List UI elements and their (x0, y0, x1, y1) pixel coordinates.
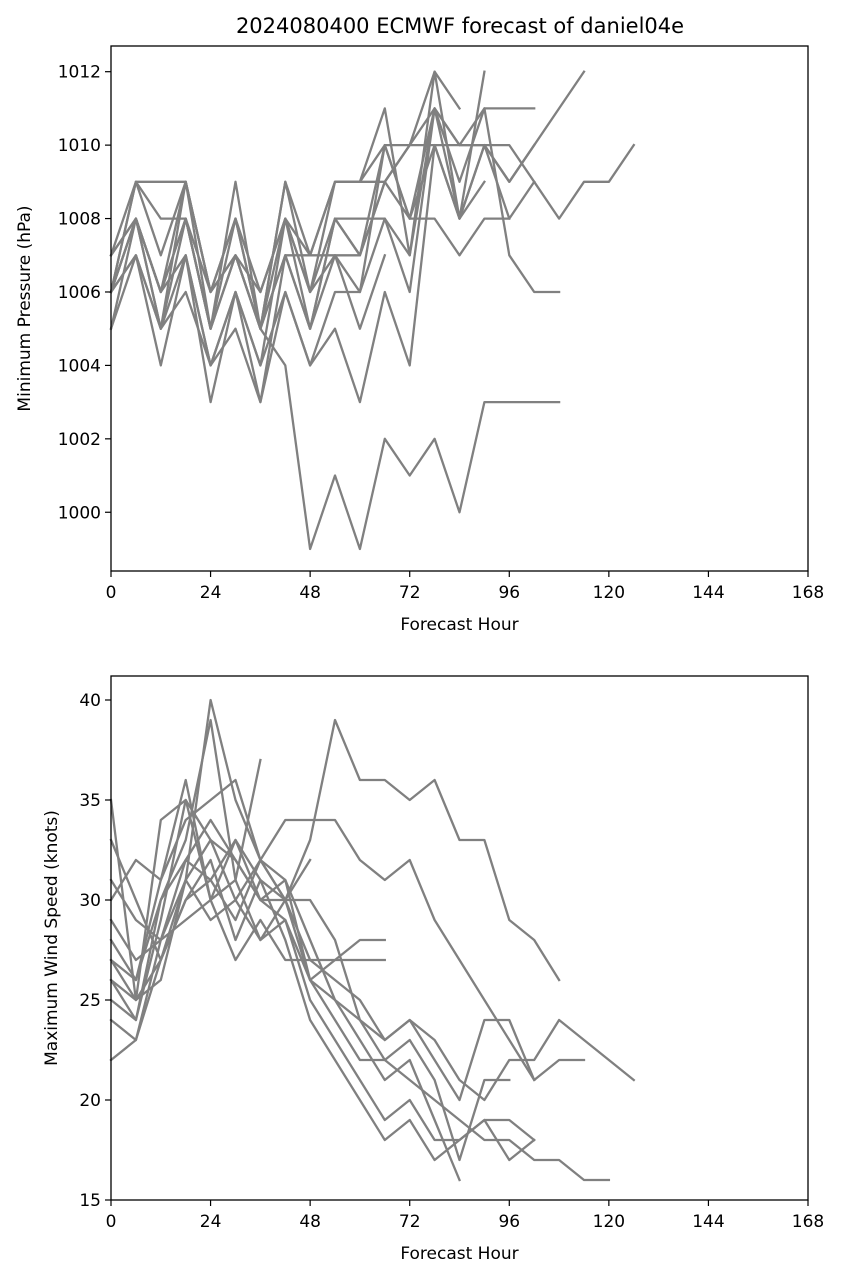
pressure-y-axis-label: Minimum Pressure (hPa) (15, 205, 35, 411)
pressure-y-ticks: 1000 1002 1004 1006 1008 1010 1012 (58, 63, 111, 523)
pressure-series-line-12 (109, 107, 486, 404)
wind-x-tick-label: 0 (106, 1212, 117, 1232)
pressure-chart: 2024080400 ECMWF forecast of daniel04e 0… (15, 14, 824, 635)
wind-series-line-8 (109, 878, 386, 962)
pressure-x-tick-label: 120 (593, 583, 625, 603)
pressure-y-tick-label: 1006 (58, 283, 101, 303)
wind-y-axis-label: Maximum Wind Speed (knots) (42, 810, 62, 1066)
pressure-y-tick-label: 1002 (58, 430, 101, 450)
wind-series-line-2 (109, 698, 586, 1082)
pressure-x-tick-label: 144 (692, 583, 724, 603)
wind-series-line-11 (109, 818, 511, 1162)
wind-x-tick-label: 120 (593, 1212, 625, 1232)
wind-x-axis-label: Forecast Hour (400, 1244, 518, 1264)
wind-series-group (109, 698, 636, 1182)
wind-y-tick-label: 35 (79, 791, 101, 811)
wind-x-tick-label: 24 (200, 1212, 222, 1232)
wind-x-ticks: 0 24 48 72 96 120 144 168 (106, 1200, 824, 1232)
chart-title: 2024080400 ECMWF forecast of daniel04e (236, 14, 684, 38)
wind-series-line-12 (109, 798, 536, 1102)
wind-x-tick-label: 48 (299, 1212, 321, 1232)
wind-y-tick-label: 25 (79, 991, 101, 1011)
pressure-y-tick-label: 1010 (58, 136, 101, 156)
pressure-y-tick-label: 1000 (58, 503, 101, 523)
pressure-x-tick-label: 48 (299, 583, 321, 603)
pressure-y-tick-label: 1004 (58, 356, 101, 376)
pressure-x-tick-label: 0 (106, 583, 117, 603)
wind-x-tick-label: 144 (692, 1212, 724, 1232)
pressure-y-tick-label: 1012 (58, 63, 101, 83)
wind-plot-frame (110, 675, 809, 1201)
pressure-x-tick-label: 96 (498, 583, 520, 603)
wind-x-tick-label: 96 (498, 1212, 520, 1232)
wind-x-tick-label: 168 (792, 1212, 824, 1232)
wind-y-tick-label: 15 (79, 1191, 101, 1211)
wind-x-tick-label: 72 (399, 1212, 421, 1232)
pressure-series-group (109, 70, 636, 551)
pressure-x-tick-label: 24 (200, 583, 222, 603)
wind-chart: 0 24 48 72 96 120 144 168 15 20 25 30 35 40 Forecast… (42, 675, 824, 1264)
wind-y-tick-label: 20 (79, 1091, 101, 1111)
wind-series-line-13 (109, 858, 312, 1062)
pressure-plot-frame (110, 45, 809, 572)
pressure-series-line-11 (109, 180, 511, 330)
pressure-x-axis-label: Forecast Hour (400, 615, 518, 635)
pressure-x-tick-label: 72 (399, 583, 421, 603)
wind-series-line-3 (109, 798, 636, 1102)
wind-y-ticks: 15 20 25 30 35 40 (79, 691, 111, 1211)
pressure-series-line-9 (109, 70, 536, 330)
wind-y-tick-label: 40 (79, 691, 101, 711)
pressure-x-tick-label: 168 (792, 583, 824, 603)
pressure-x-ticks: 0 24 48 72 96 120 144 168 (106, 571, 824, 603)
wind-y-tick-label: 30 (79, 891, 101, 911)
pressure-y-tick-label: 1008 (58, 210, 101, 230)
pressure-series-line-10 (109, 180, 387, 330)
